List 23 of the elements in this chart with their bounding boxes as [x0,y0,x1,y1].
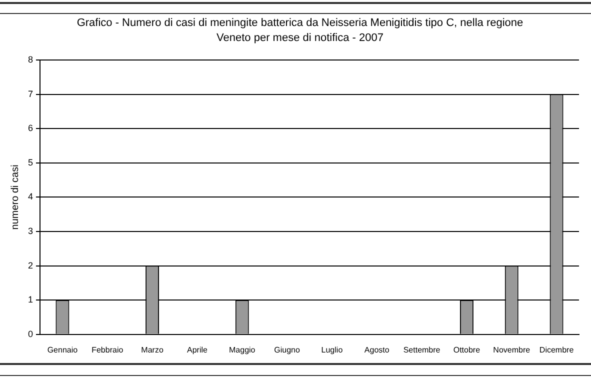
y-tick-label: 2 [28,260,34,270]
y-tick-label: 1 [28,294,34,305]
x-tick-label: Ottobre [453,345,481,354]
y-tick-label: 4 [28,192,34,202]
x-tick-label: Agosto [364,345,390,354]
y-tick-label: 8 [28,54,34,64]
x-tick-label: Novembre [493,345,531,354]
x-tick-label: Settembre [403,345,441,354]
x-tick-label: Aprile [186,345,208,354]
y-axis-title: numero di casi [10,164,21,230]
x-tick-label: Luglio [321,345,344,354]
x-tick-label: Maggio [229,345,256,354]
y-tick-label: 5 [28,157,34,168]
x-tick-label: Gennaio [47,345,78,354]
y-tick-label: 6 [28,123,34,134]
y-tick-label: 0 [28,328,34,339]
y-tick-label: 7 [28,88,34,99]
x-tick-label: Dicembre [539,345,574,354]
x-tick-label: Marzo [141,345,164,354]
x-tick-label: Giugno [274,345,300,354]
y-tick-label: 3 [28,226,34,236]
x-tick-label: Febbraio [92,345,124,354]
chart-title: Grafico - Numero di casi di meningite batterica da Neisseria Menigitidis tipo C, nella regione Veneto per mese di notifica - 2007 [76,16,524,46]
